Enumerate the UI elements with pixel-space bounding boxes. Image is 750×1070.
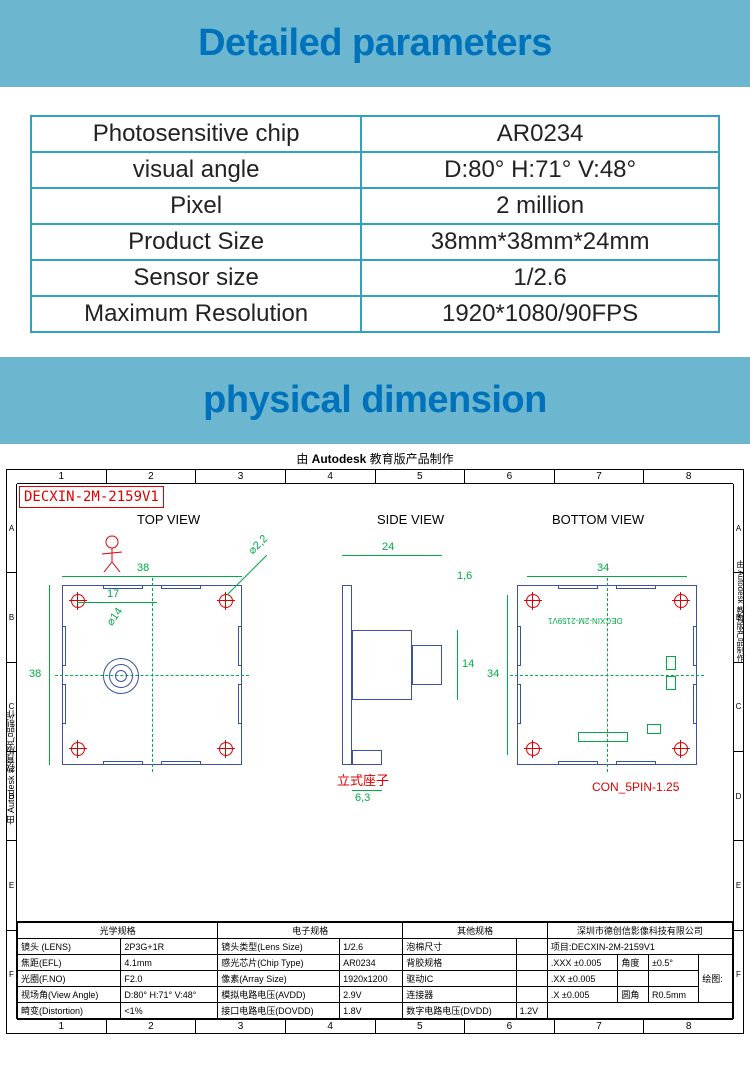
side-lens-front	[412, 645, 442, 685]
part-number-box: DECXIN-2M-2159V1	[19, 486, 164, 508]
vertical-connector-label: 立式座子	[337, 770, 389, 789]
mounting-hole	[71, 742, 85, 756]
spec-row: Photosensitive chipAR0234	[31, 116, 719, 152]
dim-14: 14	[462, 658, 474, 670]
dim-38-h: 38	[29, 668, 41, 680]
dimension-title: physical dimension	[203, 379, 547, 421]
lens-inner	[115, 670, 127, 682]
spec-row: Maximum Resolution1920*1080/90FPS	[31, 296, 719, 332]
side-note-right: 由 Autodesk 教育版产品制作	[735, 560, 746, 662]
engineering-drawing: 12345678 12345678 ABCDEF ABCDEF 由 Autode…	[6, 469, 744, 1034]
dim-34-w: 34	[597, 562, 609, 574]
top-view-pcb	[62, 585, 242, 765]
autodesk-note: 由 Autodesk 教育版产品制作	[0, 450, 750, 467]
mounting-hole	[219, 594, 233, 608]
spec-value: 38mm*38mm*24mm	[361, 224, 719, 260]
con-5pin-label: CON_5PIN-1.25	[592, 780, 679, 794]
mounting-hole	[71, 594, 85, 608]
top-view-label: TOP VIEW	[137, 512, 200, 527]
silk-model: DECXIN-2M-2159V1	[548, 616, 622, 625]
side-lens-body	[352, 630, 412, 700]
dim-hole: ⌀2,2	[246, 532, 271, 557]
spec-value: AR0234	[361, 116, 719, 152]
spec-label: visual angle	[31, 152, 361, 188]
grid-bottom: 12345678	[17, 1019, 733, 1033]
side-note-left: 由 Autodesk 教育版产品制作	[4, 710, 17, 825]
spec-label: Photosensitive chip	[31, 116, 361, 152]
dim-38-w: 38	[137, 562, 149, 574]
side-pcb	[342, 585, 352, 765]
dim-34-h: 34	[487, 668, 499, 680]
spec-table: Photosensitive chipAR0234visual angleD:8…	[30, 115, 720, 333]
side-view-label: SIDE VIEW	[377, 512, 444, 527]
spec-value: 2 million	[361, 188, 719, 224]
mounting-hole	[219, 742, 233, 756]
title-block: 光学规格 电子规格 其他规格 深圳市德创信影像科技有限公司 镜头 (LENS)2…	[17, 921, 733, 1019]
params-title: Detailed parameters	[198, 22, 552, 64]
mascot-icon	[92, 532, 132, 572]
dim-63: 6,3	[355, 792, 370, 804]
spec-label: Pixel	[31, 188, 361, 224]
spec-label: Maximum Resolution	[31, 296, 361, 332]
spec-row: Sensor size1/2.6	[31, 260, 719, 296]
params-banner: Detailed parameters	[0, 0, 750, 87]
bottom-view-label: BOTTOM VIEW	[552, 512, 644, 527]
spec-label: Sensor size	[31, 260, 361, 296]
spec-row: visual angleD:80° H:71° V:48°	[31, 152, 719, 188]
spec-value: 1920*1080/90FPS	[361, 296, 719, 332]
spec-row: Product Size38mm*38mm*24mm	[31, 224, 719, 260]
dim-24: 24	[382, 541, 394, 553]
spec-row: Pixel2 million	[31, 188, 719, 224]
dim-16: 1,6	[457, 570, 472, 582]
spec-value: 1/2.6	[361, 260, 719, 296]
grid-top: 12345678	[17, 470, 733, 484]
side-connector	[352, 750, 382, 765]
dimension-banner: physical dimension	[0, 357, 750, 444]
bottom-view-pcb: DECXIN-2M-2159V1	[517, 585, 697, 765]
dim-17: 17	[107, 588, 119, 600]
spec-value: D:80° H:71° V:48°	[361, 152, 719, 188]
spec-label: Product Size	[31, 224, 361, 260]
